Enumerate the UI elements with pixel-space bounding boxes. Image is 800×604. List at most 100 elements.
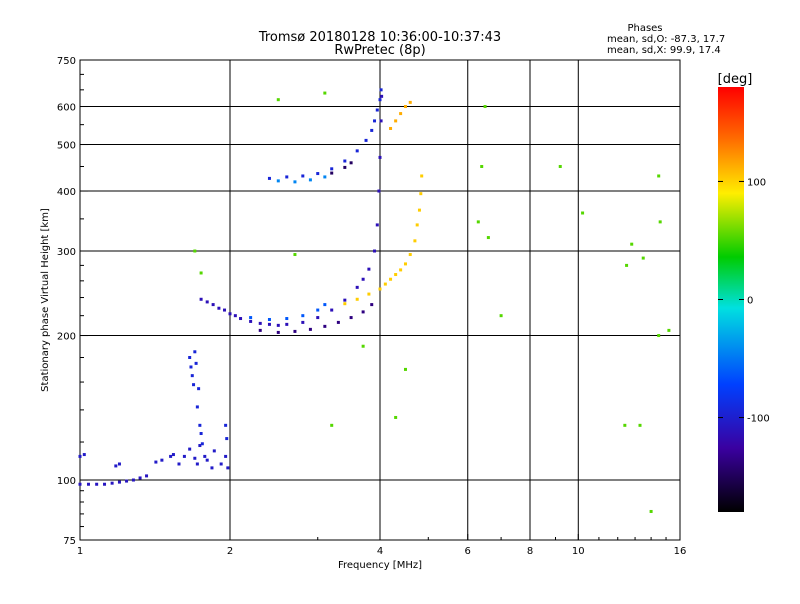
data-point: [377, 189, 381, 193]
data-point: [355, 149, 359, 153]
data-point: [413, 239, 417, 243]
phase-stats-x: mean, sd,X: 99.9, 17.4: [607, 45, 721, 56]
data-point: [476, 220, 480, 224]
data-point: [169, 454, 173, 458]
data-point: [378, 98, 382, 102]
phase-stats-heading: Phases: [627, 23, 662, 34]
data-point: [226, 466, 230, 470]
x-tick-label: 1: [77, 546, 83, 557]
data-point: [364, 138, 368, 142]
data-point: [293, 180, 297, 184]
data-point: [323, 175, 327, 179]
data-point: [420, 174, 424, 178]
data-point: [378, 287, 382, 291]
data-point: [373, 249, 377, 253]
data-point: [343, 302, 347, 306]
data-point: [200, 442, 204, 446]
axis-ticks: 1 2 4 6 8 10 16 75 100 200 300 400 500 600 750: [57, 56, 686, 557]
data-point: [114, 464, 118, 468]
chart-title: Tromsø 20180128 10:36:00-10:37:43: [258, 30, 501, 45]
data-point: [193, 350, 197, 354]
data-point: [267, 317, 271, 321]
data-point: [267, 322, 271, 326]
data-point: [293, 329, 297, 333]
data-point: [399, 268, 403, 272]
data-point: [125, 479, 129, 483]
y-tick-label: 600: [57, 103, 76, 114]
data-point: [117, 462, 121, 466]
data-point: [486, 236, 490, 240]
data-point: [285, 175, 289, 179]
data-point: [188, 355, 192, 359]
data-point: [658, 220, 662, 224]
data-point: [301, 320, 305, 324]
data-point: [225, 437, 229, 441]
data-point: [499, 314, 503, 318]
data-point: [160, 458, 164, 462]
data-point: [336, 320, 340, 324]
data-point: [558, 164, 562, 168]
data-point: [276, 98, 280, 102]
data-point: [581, 211, 585, 215]
data-point: [641, 256, 645, 260]
data-point: [223, 308, 227, 312]
data-point: [239, 317, 243, 321]
data-point: [212, 449, 216, 453]
data-point: [355, 297, 359, 301]
data-point: [78, 454, 82, 458]
data-point: [408, 253, 412, 257]
data-point: [145, 474, 149, 478]
data-point: [258, 321, 262, 325]
data-point: [375, 108, 379, 112]
data-point: [394, 273, 398, 277]
x-tick-label: 10: [572, 546, 585, 557]
y-tick-label: 750: [57, 56, 76, 67]
data-point: [171, 453, 175, 457]
data-point: [370, 303, 374, 307]
data-point: [343, 298, 347, 302]
y-axis-label: Stationary phase Virtual Height [km]: [40, 208, 51, 392]
data-point: [78, 482, 82, 486]
data-point: [375, 223, 379, 227]
data-point: [323, 303, 327, 307]
data-point: [480, 164, 484, 168]
data-point: [199, 432, 203, 436]
data-point: [182, 454, 186, 458]
data-point: [349, 161, 353, 165]
data-point: [198, 444, 202, 448]
data-point: [103, 482, 107, 486]
data-point: [394, 415, 398, 419]
data-point: [483, 105, 487, 109]
data-point: [224, 423, 228, 427]
grid-lines: [80, 60, 680, 540]
data-point: [117, 480, 121, 484]
data-point: [211, 303, 215, 307]
colorbar-tick-label: 100: [747, 177, 766, 188]
data-point: [394, 119, 398, 123]
data-point: [657, 174, 661, 178]
data-point: [403, 105, 407, 109]
data-point: [276, 179, 280, 183]
data-point: [370, 128, 374, 132]
data-point: [379, 119, 383, 123]
x-tick-label: 2: [227, 546, 233, 557]
x-tick-label: 4: [377, 546, 383, 557]
data-points: [78, 88, 671, 513]
data-point: [383, 282, 387, 286]
data-point: [249, 319, 253, 323]
data-point: [389, 277, 393, 281]
data-point: [419, 192, 423, 196]
data-point: [285, 322, 289, 326]
data-point: [86, 482, 90, 486]
data-point: [228, 312, 232, 316]
data-point: [276, 323, 280, 327]
data-point: [649, 509, 653, 513]
data-point: [316, 172, 320, 176]
data-point: [623, 423, 627, 427]
colorbar-ticks: 100 0 -100: [718, 177, 770, 425]
data-point: [199, 297, 203, 301]
data-point: [367, 267, 371, 271]
data-point: [343, 165, 347, 169]
data-point: [361, 310, 365, 314]
